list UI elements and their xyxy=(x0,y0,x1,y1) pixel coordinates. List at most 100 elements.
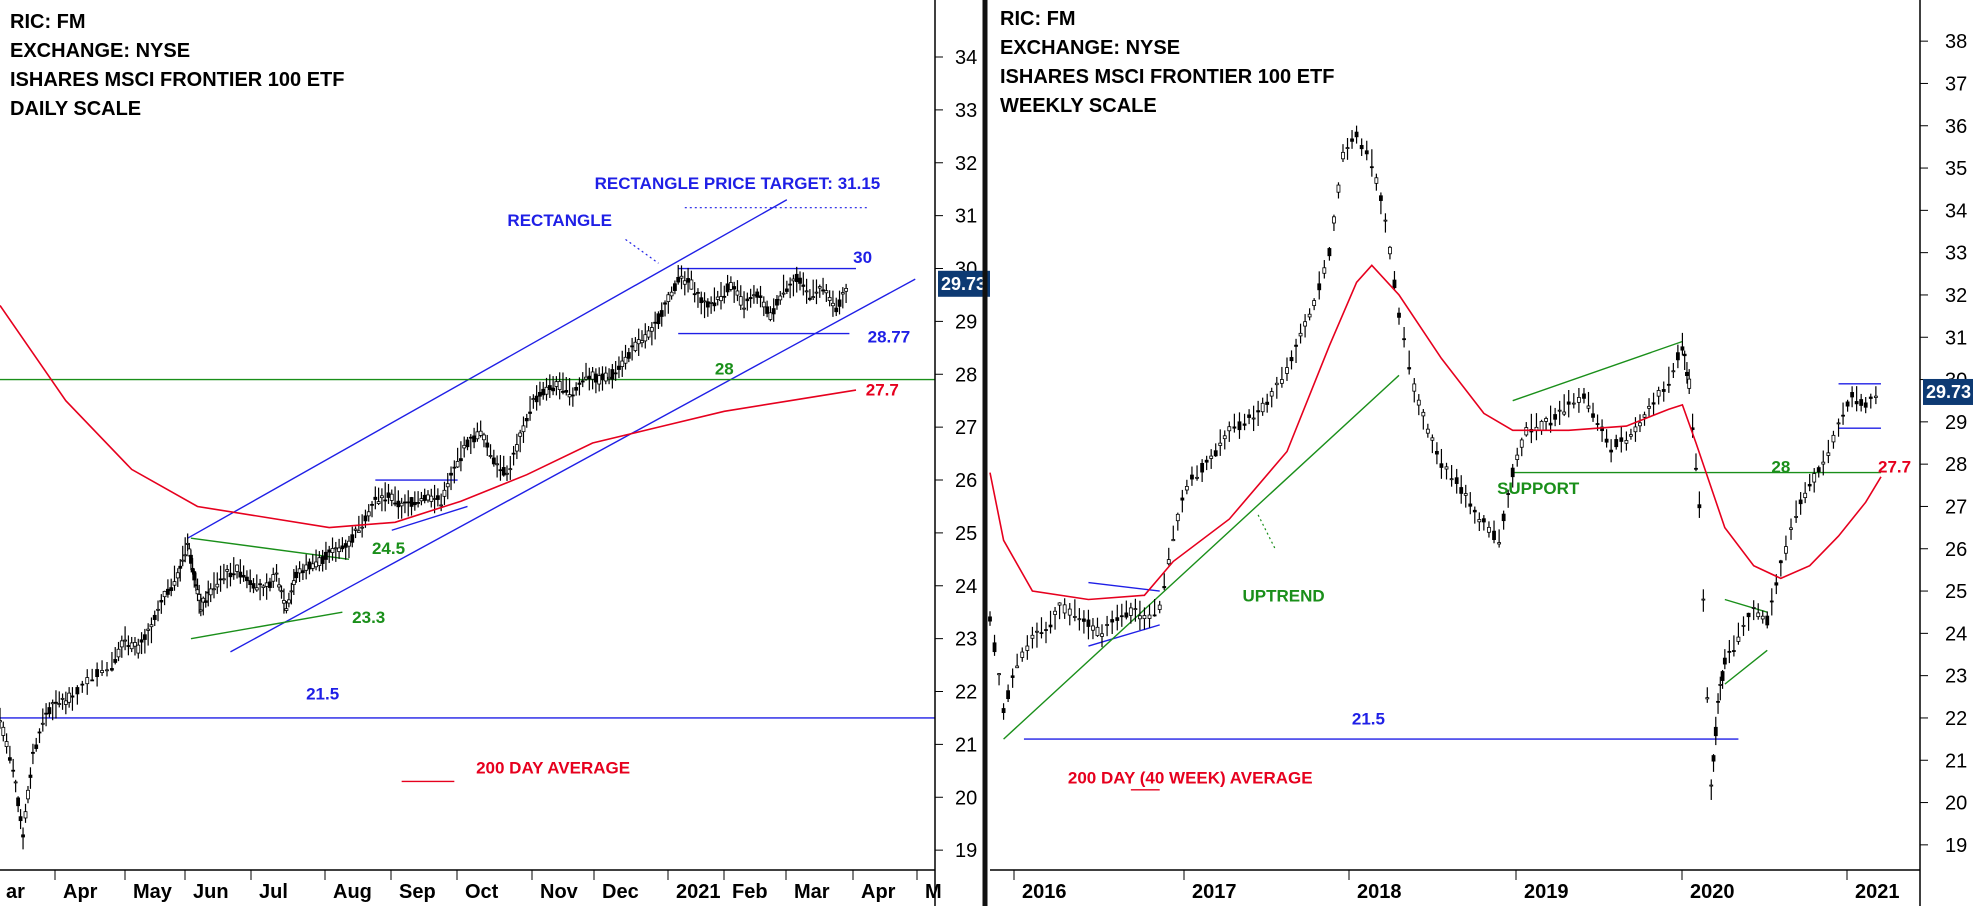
price-candle xyxy=(1010,675,1015,678)
price-candle xyxy=(85,677,90,685)
price-candle xyxy=(824,290,829,294)
price-candle xyxy=(248,580,253,586)
price-candle xyxy=(1209,455,1214,459)
price-candle xyxy=(412,501,417,506)
price-candle xyxy=(574,387,579,391)
price-candle xyxy=(1854,401,1859,405)
price-candle xyxy=(811,296,816,299)
price-candle xyxy=(580,380,585,383)
price-candle xyxy=(488,455,493,457)
blue-trend-line xyxy=(187,199,788,539)
price-candle xyxy=(1600,426,1604,432)
price-candle xyxy=(1863,402,1868,408)
price-candle xyxy=(1651,402,1656,405)
price-candle xyxy=(663,302,667,305)
price-candle xyxy=(183,554,188,557)
x-tick-label: Apr xyxy=(861,881,896,903)
price-candle xyxy=(1439,463,1444,468)
chart-annotation: 28 xyxy=(1771,458,1790,477)
price-candle xyxy=(353,528,358,531)
price-candle xyxy=(279,590,284,593)
price-candle xyxy=(1402,338,1406,341)
x-tick-label: 2018 xyxy=(1357,881,1402,903)
price-candle xyxy=(149,624,154,628)
chart-annotation: 28.77 xyxy=(868,328,911,347)
green-trend-line xyxy=(1724,649,1768,685)
price-candle xyxy=(597,375,602,385)
price-candle xyxy=(289,590,294,593)
price-candle xyxy=(380,495,384,499)
price-candle xyxy=(495,463,500,466)
price-candle xyxy=(119,640,124,648)
price-candle xyxy=(449,472,453,476)
price-candle xyxy=(1364,150,1369,155)
price-label-box xyxy=(1923,378,1973,405)
price-candle xyxy=(1374,177,1379,184)
price-candle xyxy=(1119,615,1124,618)
price-candle xyxy=(1142,615,1147,620)
blue-trend-line xyxy=(230,278,916,653)
price-candle xyxy=(1091,625,1095,631)
price-candle xyxy=(1741,624,1746,627)
price-candle xyxy=(468,436,473,439)
price-candle xyxy=(1571,402,1576,405)
price-candle xyxy=(228,572,233,578)
price-candle xyxy=(310,563,315,569)
chart-annotation: 27.7 xyxy=(1878,458,1911,477)
price-candle xyxy=(1487,526,1491,533)
price-candle xyxy=(1524,427,1529,436)
price-candle xyxy=(159,599,164,603)
price-candle xyxy=(518,432,523,437)
y-tick-label: 23 xyxy=(1945,666,1967,688)
price-candle xyxy=(1200,463,1205,473)
price-candle xyxy=(459,458,463,462)
y-tick-label: 19 xyxy=(955,840,977,862)
price-candle xyxy=(1053,610,1057,615)
price-candle xyxy=(178,565,183,569)
price-candle xyxy=(343,543,348,548)
price-candle xyxy=(1204,459,1209,463)
price-candle xyxy=(442,489,447,497)
price-candle xyxy=(831,302,835,307)
chart-annotation: 27.7 xyxy=(866,380,899,399)
x-tick-label: 2021 xyxy=(1855,881,1900,903)
price-candle xyxy=(1859,399,1864,406)
y-tick-label: 28 xyxy=(955,364,977,386)
price-candle xyxy=(1227,426,1232,432)
price-candle xyxy=(1213,450,1218,457)
y-tick-label: 29 xyxy=(1945,412,1967,434)
x-tick-label: Feb xyxy=(732,881,768,903)
price-candle xyxy=(241,574,246,578)
price-candle xyxy=(172,581,177,586)
price-candle xyxy=(54,701,58,704)
price-candle xyxy=(768,312,773,320)
price-candle xyxy=(70,695,75,698)
y-tick-label: 24 xyxy=(955,576,977,598)
price-candle xyxy=(1675,352,1680,361)
blue-trend-line xyxy=(391,505,468,531)
price-candle xyxy=(692,293,697,296)
price-candle xyxy=(1798,499,1803,505)
price-candle xyxy=(1242,423,1247,426)
price-candle xyxy=(511,452,516,455)
price-candle xyxy=(1722,657,1727,665)
price-candle xyxy=(1680,346,1685,351)
price-candle xyxy=(1128,607,1133,616)
chart-annotation: 24.5 xyxy=(372,539,405,558)
price-candle xyxy=(37,731,42,734)
price-candle xyxy=(1218,442,1223,446)
price-candle xyxy=(1115,617,1120,621)
price-candle xyxy=(501,467,506,476)
price-candle xyxy=(1481,518,1486,523)
price-candle xyxy=(715,296,720,300)
price-candle xyxy=(1289,357,1294,362)
y-tick-label: 22 xyxy=(955,682,977,704)
price-candle xyxy=(324,551,328,560)
price-candle xyxy=(557,381,562,390)
price-candle xyxy=(587,375,592,380)
price-candle xyxy=(34,744,39,749)
price-candle xyxy=(1682,353,1687,357)
price-candle xyxy=(669,291,674,297)
y-tick-label: 37 xyxy=(1945,73,1967,95)
y-tick-label: 32 xyxy=(955,153,977,175)
